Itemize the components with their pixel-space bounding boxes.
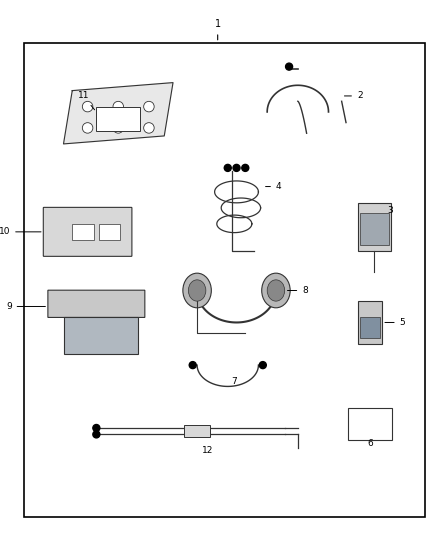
Circle shape — [259, 361, 266, 369]
Text: 4: 4 — [265, 182, 282, 191]
Text: 6: 6 — [367, 439, 373, 448]
Bar — [360, 317, 380, 338]
Ellipse shape — [188, 280, 206, 301]
Text: 8: 8 — [287, 286, 308, 295]
Text: 5: 5 — [385, 318, 406, 327]
Ellipse shape — [262, 273, 290, 308]
Circle shape — [113, 123, 124, 133]
Circle shape — [286, 63, 293, 70]
Text: 10: 10 — [0, 228, 41, 236]
Bar — [96, 107, 140, 131]
Text: 9: 9 — [6, 302, 46, 311]
Bar — [99, 224, 120, 240]
Circle shape — [233, 164, 240, 172]
Text: 12: 12 — [202, 446, 214, 455]
Bar — [358, 203, 391, 251]
Ellipse shape — [183, 273, 212, 308]
Circle shape — [242, 164, 249, 172]
Circle shape — [93, 424, 100, 432]
Circle shape — [93, 431, 100, 438]
Text: 7: 7 — [231, 377, 237, 385]
Circle shape — [113, 101, 124, 112]
Bar — [358, 301, 382, 344]
Polygon shape — [64, 83, 173, 144]
Bar — [184, 425, 210, 437]
Circle shape — [144, 123, 154, 133]
Text: 3: 3 — [388, 206, 393, 215]
Circle shape — [224, 164, 231, 172]
Circle shape — [189, 361, 196, 369]
Ellipse shape — [267, 280, 285, 301]
Circle shape — [144, 101, 154, 112]
Circle shape — [82, 101, 93, 112]
Bar — [64, 317, 138, 354]
Text: 1: 1 — [215, 19, 221, 40]
Bar — [348, 408, 392, 440]
FancyBboxPatch shape — [43, 207, 132, 256]
Bar — [24, 43, 425, 517]
Bar — [72, 224, 94, 240]
Circle shape — [82, 123, 93, 133]
FancyBboxPatch shape — [48, 290, 145, 318]
Bar — [360, 213, 389, 245]
Text: 11: 11 — [78, 92, 95, 110]
Text: 2: 2 — [344, 92, 363, 100]
